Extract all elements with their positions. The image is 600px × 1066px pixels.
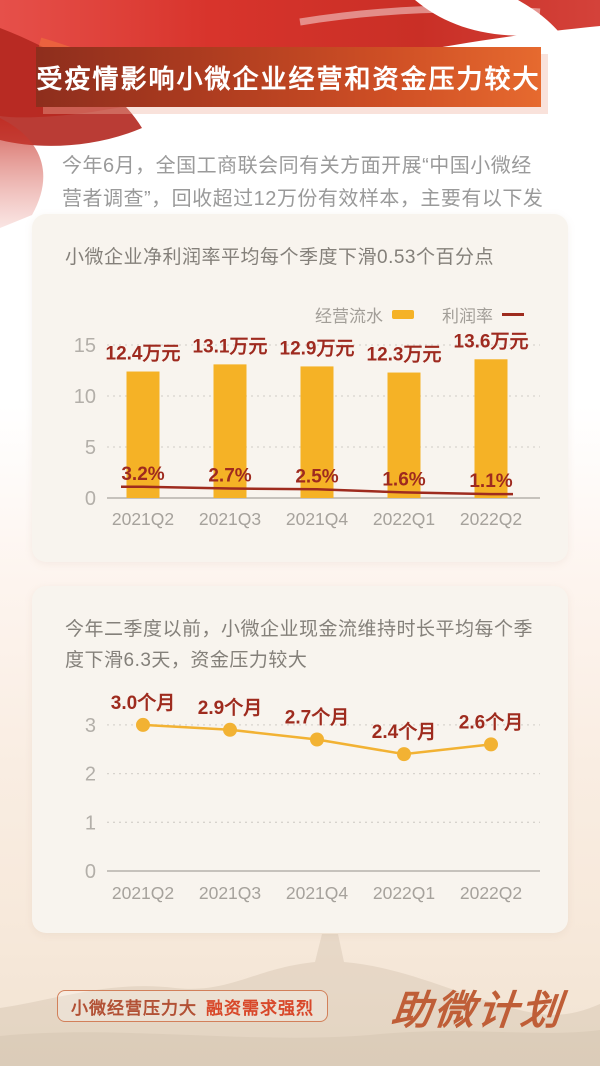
bar-value-label: 12.3万元 <box>367 345 442 366</box>
chart1-legend: 经营流水 利润率 <box>315 302 524 327</box>
x-axis-label: 2022Q1 <box>373 883 435 903</box>
bar-chart-revenue: 0 5 10 15 12.4万元 13.1万元 12.9万元 12.3万元 13.6万元 3.2%… <box>74 331 540 529</box>
chart-card-revenue-profit: 小微企业净利润率平均每个季度下滑0.53个百分点 经营流水 利润率 0 5 10 15… <box>32 214 568 562</box>
y-tick-label: 1 <box>85 812 96 834</box>
page-title: 受疫情影响小微企业经营和资金压力较大 <box>36 63 541 94</box>
bar <box>300 366 334 498</box>
page-title-banner: 受疫情影响小微企业经营和资金压力较大 <box>36 47 541 107</box>
y-tick-label: 0 <box>85 488 96 510</box>
x-axis-label: 2021Q2 <box>112 883 174 903</box>
bar <box>474 359 508 498</box>
legend-profit-label: 利润率 <box>442 307 493 326</box>
zhuwei-plan-logo: 助微计划 <box>389 988 566 1033</box>
bar-value-label: 13.1万元 <box>193 336 268 357</box>
y-tick-label: 3 <box>85 715 96 737</box>
bar <box>387 372 421 498</box>
y-tick-label: 10 <box>74 386 96 408</box>
point-value-label: 3.0个月 <box>111 692 175 714</box>
y-tick-label: 5 <box>85 437 96 459</box>
bar <box>213 364 247 498</box>
line-point <box>397 747 411 762</box>
slogan-right: 融资需求强烈 <box>206 998 314 1018</box>
y-tick-label: 2 <box>85 764 96 786</box>
line-point <box>136 717 150 732</box>
percent-label: 2.5% <box>295 466 338 487</box>
chart-card-cashflow: 今年二季度以前，小微企业现金流维持时长平均每个季度下滑6.3天，资金压力较大 0… <box>32 586 568 933</box>
profit-line-swatch-icon <box>502 313 524 316</box>
slogan-left: 小微经营压力大 <box>71 998 197 1018</box>
line-point <box>310 732 324 747</box>
legend-item-profit: 利润率 <box>442 302 524 327</box>
profit-rate-line <box>121 485 513 496</box>
footer-slogan-badge: 小微经营压力大 融资需求强烈 <box>57 990 328 1022</box>
point-value-label: 2.7个月 <box>285 707 349 729</box>
x-axis-label: 2021Q4 <box>286 509 349 529</box>
bar <box>126 371 160 498</box>
bar-value-label: 13.6万元 <box>454 331 529 352</box>
revenue-bar-swatch-icon <box>392 310 414 319</box>
line-point <box>223 722 237 737</box>
chart2-title: 今年二季度以前，小微企业现金流维持时长平均每个季度下滑6.3天，资金压力较大 <box>65 619 534 671</box>
chart1-title: 小微企业净利润率平均每个季度下滑0.53个百分点 <box>65 247 494 268</box>
legend-item-revenue: 经营流水 <box>315 302 414 327</box>
percent-label: 2.7% <box>208 466 251 487</box>
x-axis-label: 2022Q2 <box>460 509 522 529</box>
x-axis-label: 2022Q1 <box>373 509 435 529</box>
y-tick-label: 0 <box>85 861 96 883</box>
point-value-label: 2.4个月 <box>372 721 436 743</box>
x-axis-label: 2021Q3 <box>199 883 261 903</box>
point-value-label: 2.9个月 <box>198 697 262 719</box>
point-value-label: 2.6个月 <box>459 711 523 733</box>
line-chart-cashflow: 0 1 2 3 3.0个月 2.9个月 2.7个月 2.4个月 2.6个月 2021Q2 2021Q… <box>85 692 540 903</box>
x-axis-label: 2022Q2 <box>460 883 522 903</box>
line-point <box>484 737 498 752</box>
bar-value-label: 12.9万元 <box>280 338 355 359</box>
y-tick-label: 15 <box>74 335 96 357</box>
legend-revenue-label: 经营流水 <box>315 307 383 326</box>
x-axis-label: 2021Q3 <box>199 509 261 529</box>
x-axis-label: 2021Q4 <box>286 883 349 903</box>
bar-value-label: 12.4万元 <box>106 344 181 365</box>
percent-label: 1.1% <box>469 471 512 492</box>
percent-label: 3.2% <box>121 464 164 485</box>
percent-label: 1.6% <box>382 469 425 490</box>
x-axis-label: 2021Q2 <box>112 509 174 529</box>
